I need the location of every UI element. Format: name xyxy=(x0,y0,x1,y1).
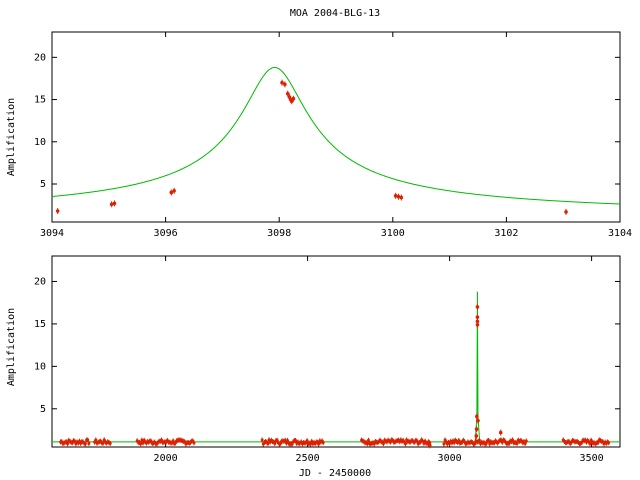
bottom-data-point xyxy=(474,434,479,438)
bottom-data-point xyxy=(607,441,611,445)
top-data-point xyxy=(55,209,60,213)
bottom-data-point xyxy=(83,442,87,446)
bottom-data-point xyxy=(94,438,98,442)
bottom-x-tick-label: 3500 xyxy=(580,453,604,464)
bottom-data-point xyxy=(86,438,90,442)
bottom-x-tick-label: 3000 xyxy=(438,453,462,464)
bottom-x-tick-label: 2500 xyxy=(296,453,320,464)
top-x-tick-label: 3096 xyxy=(154,228,178,239)
top-data-point xyxy=(280,80,284,85)
top-data-point xyxy=(289,99,294,104)
bottom-panel: 2000 2500 3000 3500 5 10 15 20 xyxy=(34,255,621,464)
bottom-data-point xyxy=(266,442,270,446)
chart-title: MOA 2004-BLG-13 xyxy=(290,8,380,19)
top-x-tick-label: 3100 xyxy=(381,228,405,239)
bottom-data-point xyxy=(475,319,480,324)
bottom-data-point xyxy=(365,442,369,446)
bottom-y-axis-label: Amplification xyxy=(6,308,17,386)
top-data-point xyxy=(291,96,296,101)
bottom-data-point xyxy=(108,441,112,445)
top-data-point xyxy=(393,194,398,198)
bottom-data-point xyxy=(66,442,70,446)
bottom-y-tick-label: 15 xyxy=(34,319,46,330)
top-data-point xyxy=(112,201,117,206)
bottom-data-point xyxy=(475,322,480,327)
top-y-tick-label: 15 xyxy=(34,95,46,106)
bottom-data-point xyxy=(442,442,446,446)
bottom-data-point xyxy=(475,315,480,319)
bottom-data-point xyxy=(260,438,264,442)
top-plot-frame xyxy=(51,31,621,223)
bottom-y-tick-label: 20 xyxy=(34,276,46,287)
top-x-tick-label: 3094 xyxy=(40,228,64,239)
bottom-data-point xyxy=(403,442,407,446)
top-x-tick-label: 3102 xyxy=(494,228,518,239)
bottom-data-point xyxy=(321,441,325,445)
bottom-data-point xyxy=(382,442,386,446)
bottom-data-point xyxy=(524,439,528,443)
bottom-data-point xyxy=(366,438,370,442)
bottom-x-axis-label: JD - 2450000 xyxy=(299,468,371,479)
top-data-point xyxy=(169,190,174,195)
bottom-data-point xyxy=(87,442,91,446)
top-data-point xyxy=(285,91,290,96)
top-panel: 3094 3096 3098 3100 3102 3104 5 10 15 20 xyxy=(34,31,632,239)
top-model-curve xyxy=(51,66,621,205)
bottom-data-point xyxy=(476,418,480,423)
top-data-point xyxy=(283,82,287,87)
top-data-point xyxy=(396,194,401,199)
bottom-data-point xyxy=(475,305,480,309)
bottom-data-point xyxy=(588,442,592,446)
bottom-data-point xyxy=(427,443,432,448)
bottom-data-point xyxy=(192,441,196,445)
bottom-data-point xyxy=(101,441,105,445)
top-data-point xyxy=(172,188,176,193)
bottom-plot-frame xyxy=(51,255,621,448)
top-data-point xyxy=(109,202,114,207)
bottom-data-point xyxy=(139,442,143,446)
top-x-tick-label: 3098 xyxy=(267,228,291,239)
bottom-data-point xyxy=(475,414,479,419)
bottom-data-point xyxy=(477,438,481,442)
top-x-tick-label: 3104 xyxy=(608,228,632,239)
bottom-data-point xyxy=(487,438,491,442)
top-y-tick-label: 5 xyxy=(40,179,46,190)
bottom-data-point xyxy=(498,430,503,435)
top-y-axis-label: Amplification xyxy=(6,98,17,176)
bottom-x-tick-label: 2000 xyxy=(154,453,178,464)
top-y-tick-label: 20 xyxy=(34,52,46,63)
bottom-y-tick-label: 5 xyxy=(40,404,46,415)
top-y-tick-label: 10 xyxy=(34,137,46,148)
top-data-point xyxy=(564,210,568,214)
bottom-y-tick-label: 10 xyxy=(34,361,46,372)
bottom-model-curve xyxy=(52,291,620,443)
top-data-point xyxy=(399,195,404,200)
bottom-data-point xyxy=(474,427,479,431)
